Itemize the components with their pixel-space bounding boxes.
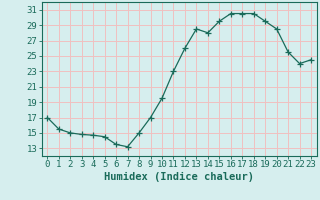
X-axis label: Humidex (Indice chaleur): Humidex (Indice chaleur): [104, 172, 254, 182]
